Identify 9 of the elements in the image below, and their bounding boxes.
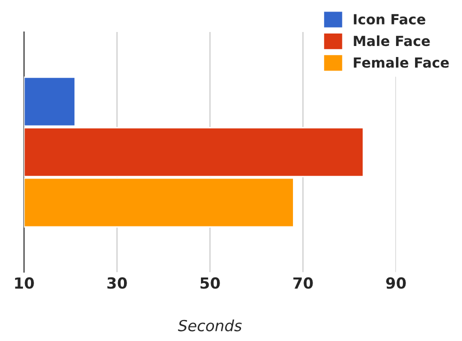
x-axis-title: Seconds [178,320,242,332]
x-tick-label: 30 [107,277,127,289]
x-tick-label: 50 [200,277,220,289]
legend-label: Icon Face [354,14,426,25]
x-tick-label: 90 [386,277,406,289]
legend-label: Female Face [354,57,449,68]
x-tick-label: 70 [293,277,313,289]
legend-label: Male Face [354,35,430,46]
x-tick-label: 10 [15,277,34,289]
